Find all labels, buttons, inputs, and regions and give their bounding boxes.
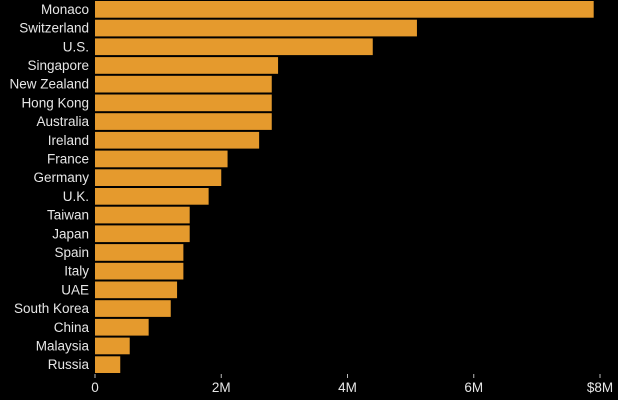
bar-italy <box>95 262 184 280</box>
bar-taiwan <box>95 206 190 224</box>
x-tick-label: 4M <box>338 380 357 395</box>
bar-ireland <box>95 131 260 149</box>
category-label: Switzerland <box>19 21 89 36</box>
category-label: Spain <box>54 245 89 260</box>
category-label: Malaysia <box>36 338 90 353</box>
bar-switzerland <box>95 19 417 37</box>
bar-japan <box>95 225 190 243</box>
bar-new-zealand <box>95 75 272 93</box>
category-label: Japan <box>52 226 89 241</box>
bar-monaco <box>95 1 594 18</box>
category-label: Hong Kong <box>21 95 89 110</box>
x-tick-label: 0 <box>91 380 99 395</box>
bar-group <box>95 1 594 373</box>
bar-spain <box>95 244 184 261</box>
bar-singapore <box>95 57 279 74</box>
category-label: France <box>47 151 89 166</box>
bar-russia <box>95 356 121 373</box>
bar-uae <box>95 281 178 299</box>
category-label: Germany <box>33 170 89 185</box>
x-axis: 0 2M 4M 6M $8M <box>91 374 613 395</box>
bar-china <box>95 318 149 336</box>
x-tick-label: 6M <box>464 380 483 395</box>
category-label: Taiwan <box>47 208 89 223</box>
bar-malaysia <box>95 337 130 355</box>
x-tick-label: 2M <box>212 380 231 395</box>
category-label: UAE <box>61 282 89 297</box>
category-label: U.K. <box>63 189 89 204</box>
bar-germany <box>95 169 222 186</box>
category-label-group: Monaco Switzerland U.S. Singapore New Zealan… <box>9 2 89 372</box>
category-label: Singapore <box>27 58 89 73</box>
category-label: Russia <box>48 357 90 372</box>
bar-u-k <box>95 188 209 205</box>
bar-south-korea <box>95 300 171 317</box>
bar-hong-kong <box>95 94 272 112</box>
category-label: U.S. <box>63 39 89 54</box>
category-label: Australia <box>36 114 89 129</box>
x-tick-label: $8M <box>587 380 613 395</box>
category-label: Ireland <box>48 133 89 148</box>
category-label: Italy <box>64 264 89 279</box>
category-label: New Zealand <box>9 77 89 92</box>
category-label: South Korea <box>14 301 90 316</box>
category-label: Monaco <box>41 2 89 17</box>
bar-u-s <box>95 38 373 56</box>
bar-australia <box>95 113 272 130</box>
category-label: China <box>54 320 90 335</box>
bar-france <box>95 150 228 168</box>
